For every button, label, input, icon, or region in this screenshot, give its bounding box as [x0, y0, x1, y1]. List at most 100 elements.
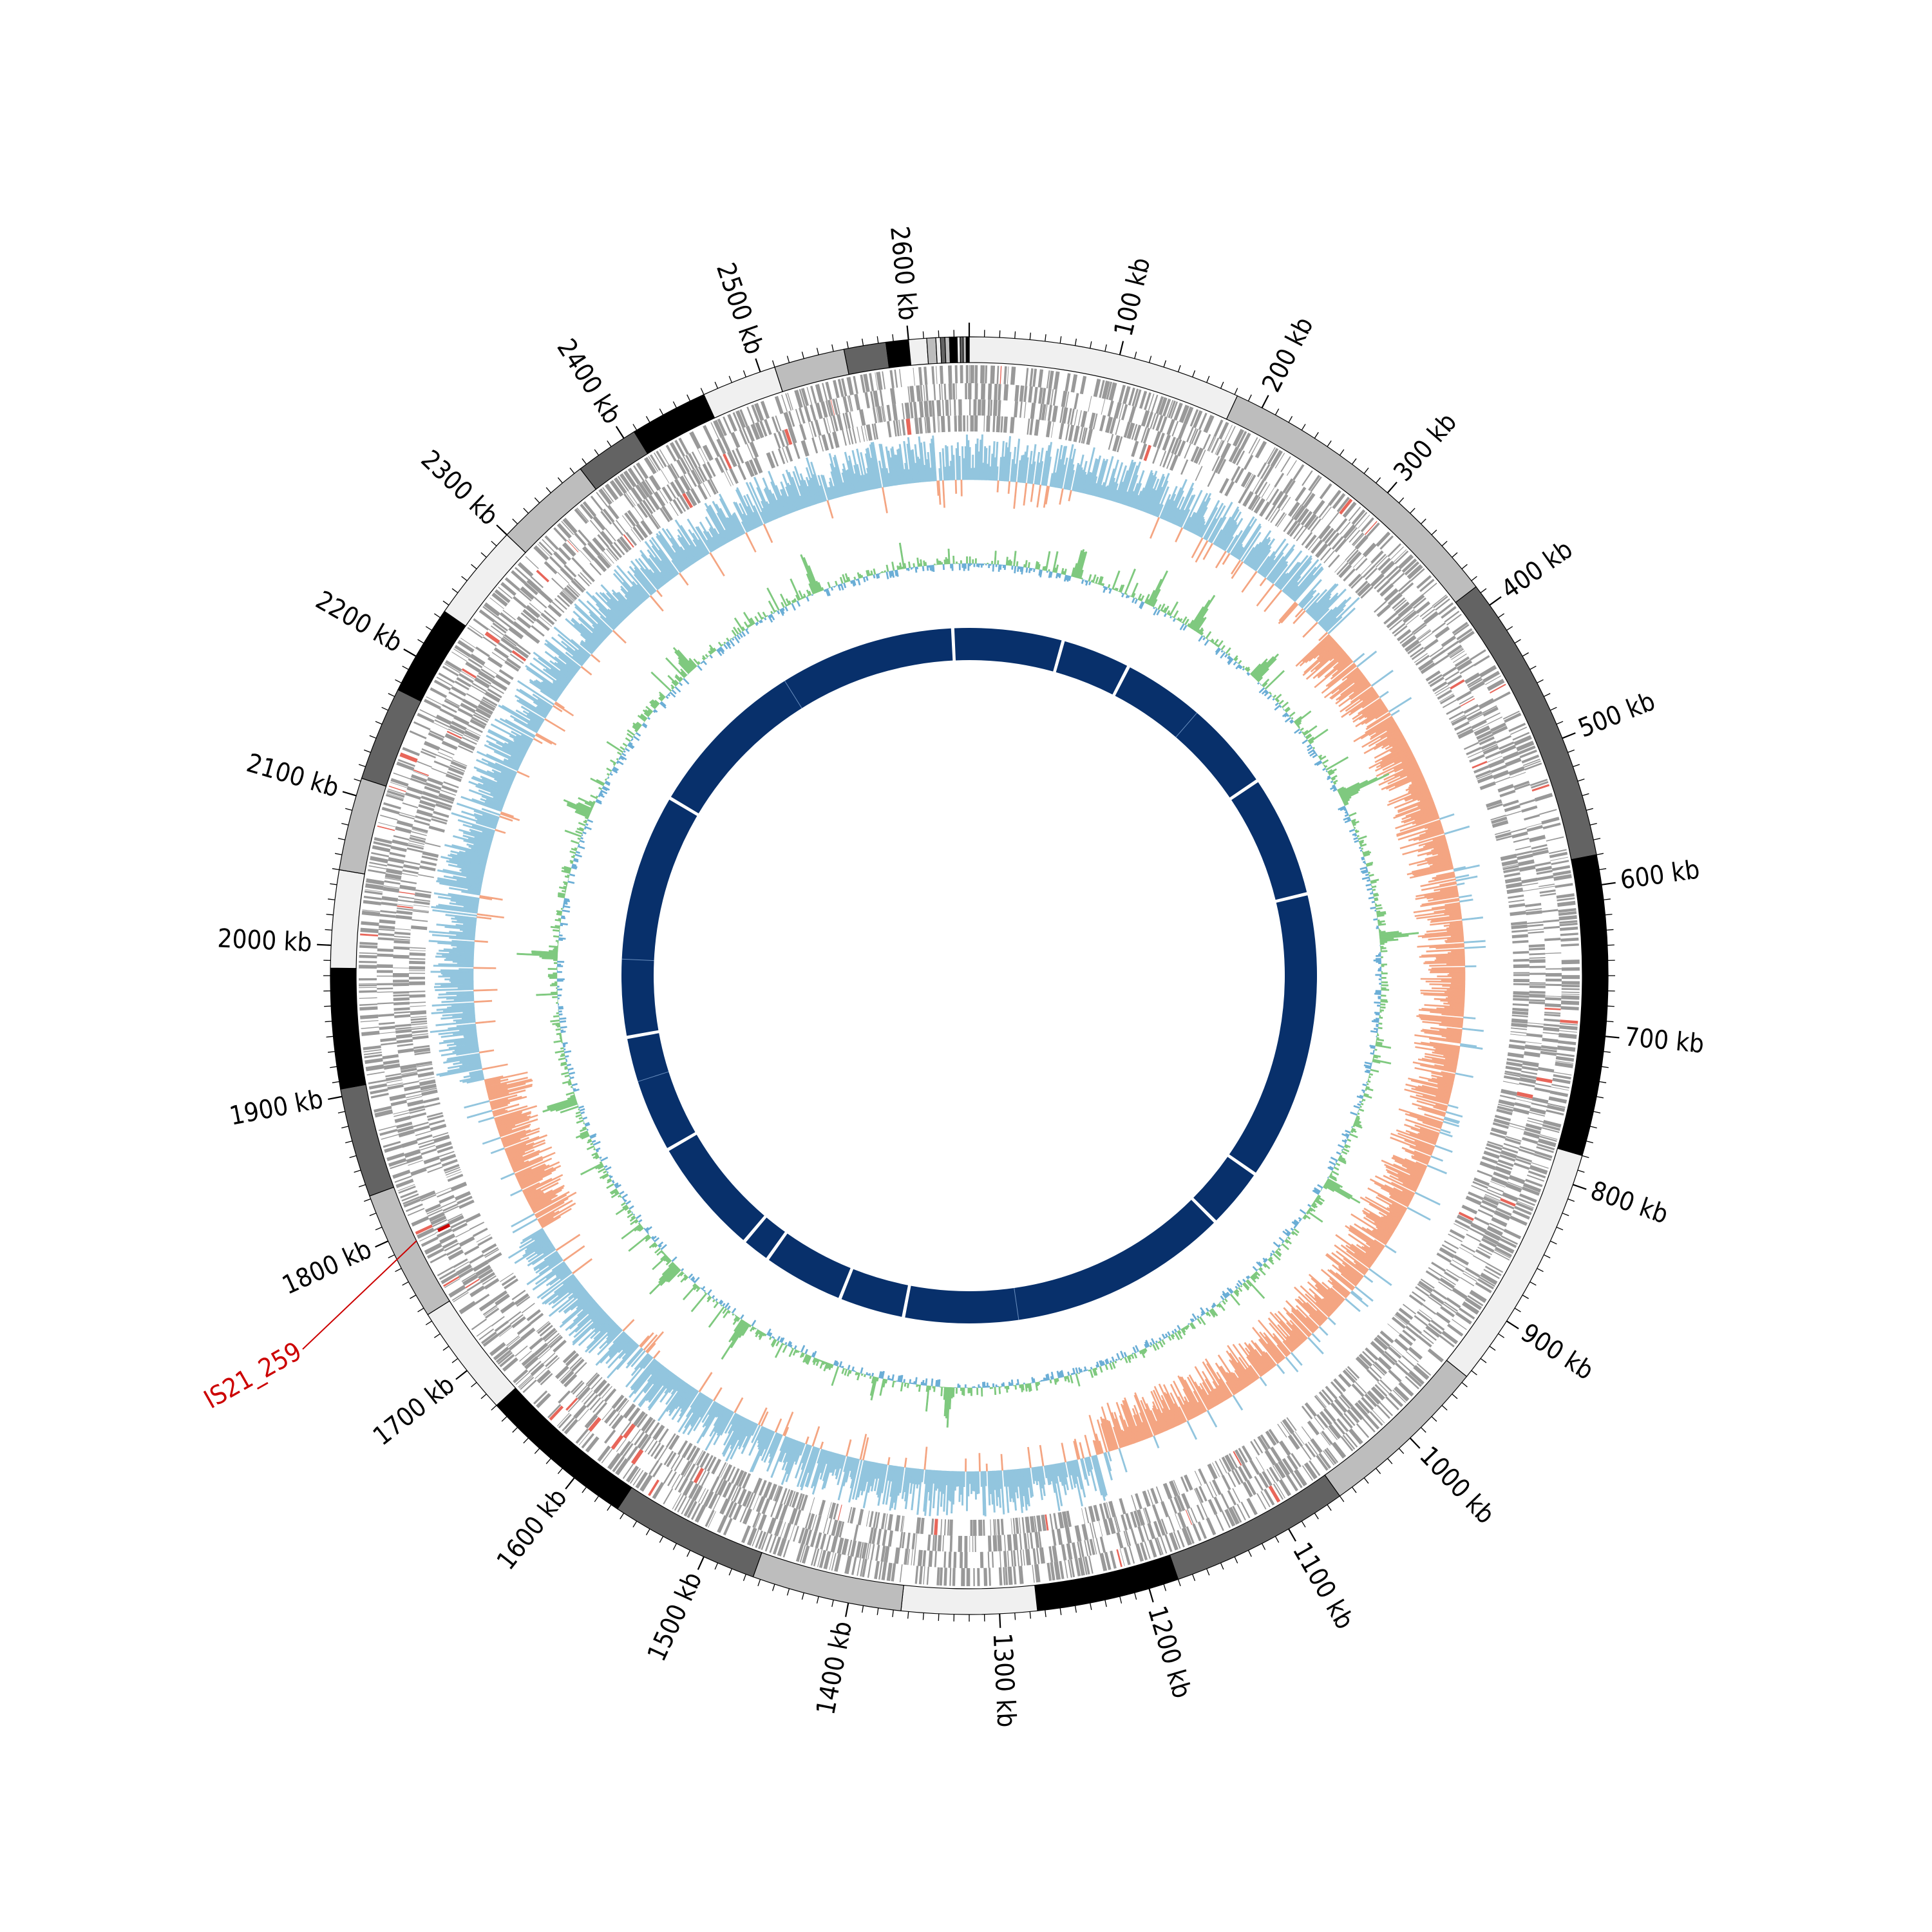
gene-feature: [370, 1092, 389, 1099]
rna-feature: [1536, 1077, 1553, 1083]
gene-feature: [679, 495, 690, 511]
minor-tick: [471, 1382, 477, 1388]
gene-feature: [958, 415, 962, 432]
gene-feature: [1158, 397, 1168, 415]
gene-feature: [1557, 1045, 1576, 1052]
minor-tick: [375, 721, 383, 725]
gene-feature: [393, 835, 410, 841]
gene-feature: [1015, 1517, 1019, 1534]
minor-tick: [1363, 468, 1369, 474]
gene-feature: [990, 399, 992, 416]
gene-feature: [970, 365, 974, 384]
gene-feature: [387, 1084, 404, 1090]
gene-feature: [444, 1166, 460, 1174]
gene-feature: [449, 724, 466, 735]
gene-feature: [1442, 699, 1457, 708]
gene-feature: [773, 1485, 780, 1501]
gene-feature: [1050, 421, 1054, 438]
gene-feature: [972, 1519, 977, 1536]
gene-feature: [1482, 706, 1499, 717]
gene-feature: [983, 1519, 985, 1536]
gene-feature: [928, 400, 933, 417]
gene-feature: [1289, 522, 1301, 537]
gene-feature: [1370, 550, 1384, 564]
gene-feature: [393, 1110, 409, 1115]
gene-feature: [368, 869, 386, 875]
gene-feature: [1506, 882, 1522, 889]
gene-feature: [1379, 1402, 1394, 1416]
gene-feature: [1543, 925, 1560, 929]
gene-feature: [1510, 911, 1526, 916]
gc-skew-negative: [473, 479, 1466, 1472]
gene-feature: [1501, 1235, 1519, 1245]
gene-feature: [1427, 1348, 1444, 1363]
gene-feature: [1464, 672, 1481, 684]
gene-feature: [1490, 764, 1507, 773]
gene-feature: [1355, 558, 1368, 571]
gene-feature: [1238, 488, 1248, 504]
gene-feature: [1513, 1162, 1530, 1170]
gene-feature: [1194, 1488, 1202, 1504]
gene-feature: [1224, 480, 1235, 497]
gene-feature: [925, 417, 931, 433]
gene-feature: [1539, 1135, 1557, 1142]
gene-feature: [1423, 611, 1439, 625]
gene-feature: [881, 1562, 887, 1580]
gene-feature: [983, 415, 985, 432]
gene-feature: [1444, 1301, 1458, 1312]
gene-feature: [397, 899, 414, 903]
gene-feature: [837, 379, 844, 397]
gene-feature: [1273, 1483, 1283, 1500]
gene-feature: [1433, 596, 1448, 609]
rna-feature: [1233, 1451, 1242, 1466]
rna-feature: [1490, 683, 1506, 694]
gene-feature: [920, 384, 923, 402]
gene-feature: [639, 501, 651, 516]
gene-feature: [1452, 621, 1468, 634]
gene-feature: [1491, 816, 1508, 824]
gene-feature: [701, 1471, 710, 1487]
gene-feature: [1502, 710, 1520, 720]
gene-feature: [1193, 410, 1203, 428]
gene-feature: [770, 1501, 777, 1517]
gene-feature: [491, 679, 507, 691]
gene-feature: [420, 1083, 437, 1091]
gene-feature: [1450, 714, 1466, 723]
gene-feature: [542, 1327, 556, 1341]
gene-feature: [1113, 402, 1122, 419]
gene-feature: [1542, 1037, 1558, 1043]
gene-feature: [603, 1429, 616, 1444]
gene-feature: [378, 1125, 397, 1132]
gene-feature: [623, 1403, 636, 1419]
gene-feature: [394, 1175, 412, 1183]
gene-feature: [1231, 1470, 1241, 1485]
gene-feature: [585, 1436, 600, 1453]
gene-feature: [427, 1166, 443, 1173]
gene-feature: [430, 1253, 447, 1264]
gene-feature: [1367, 1368, 1380, 1382]
gene-feature: [1221, 1456, 1232, 1472]
gene-feature: [1465, 1195, 1482, 1206]
gene-feature: [611, 1394, 625, 1410]
scale-label: 400 kb: [1496, 535, 1578, 605]
gene-feature: [1208, 1499, 1218, 1515]
gene-feature: [585, 1372, 598, 1385]
contig-block: [1229, 895, 1318, 1173]
gene-feature: [1515, 846, 1531, 851]
gene-feature: [833, 1503, 839, 1520]
gene-feature: [1551, 865, 1571, 871]
gene-feature: [490, 625, 505, 636]
gene-feature: [1560, 933, 1578, 936]
gene-feature: [923, 401, 929, 417]
gene-feature: [1131, 424, 1138, 440]
gene-feature: [953, 399, 956, 416]
gene-feature: [1234, 468, 1245, 484]
gene-feature: [941, 383, 943, 400]
gene-feature: [889, 370, 895, 388]
gene-feature: [491, 1316, 505, 1327]
gene-feature: [471, 1318, 488, 1331]
gene-feature: [1093, 379, 1101, 397]
gene-feature: [1401, 635, 1417, 648]
gene-feature: [1536, 1146, 1554, 1153]
gene-feature: [1099, 1536, 1106, 1553]
